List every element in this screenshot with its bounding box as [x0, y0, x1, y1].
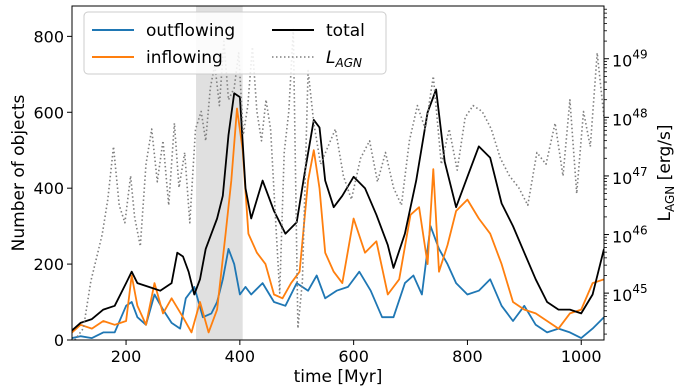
x-tick-label: 200	[111, 347, 142, 366]
x-axis-label: time [Myr]	[294, 367, 383, 387]
series-outflowing-line	[72, 225, 604, 340]
legend: outflowing inflowing total LAGN	[83, 11, 387, 75]
x-axis: 200 400 600 800 1000	[111, 340, 602, 366]
y-axis-left: 0 200 400 600 800	[33, 27, 72, 350]
series-total-line	[72, 88, 604, 332]
y-tick-label: 400	[33, 179, 64, 198]
series-layer	[72, 28, 604, 340]
series-l-agn-line	[74, 28, 604, 340]
plot-frame	[71, 5, 605, 341]
series-inflowing-line	[72, 107, 604, 334]
y-axis-label: Number of objects	[9, 94, 29, 251]
legend-label: outflowing	[146, 21, 235, 41]
x-tick-label: 800	[452, 347, 483, 366]
legend-label: inflowing	[146, 48, 223, 68]
y-tick-label: 0	[54, 331, 64, 350]
y-tick-label: 600	[33, 103, 64, 122]
x-tick-label: 600	[338, 347, 369, 366]
y-tick-label: 800	[33, 27, 64, 46]
y2-tick-label: 1045	[612, 282, 648, 305]
y2-tick-label: 1046	[612, 224, 648, 247]
y2-tick-label: 1049	[612, 48, 648, 71]
y-axis-right: 1045 1046 1047 1048 1049	[604, 8, 648, 335]
legend-label: total	[326, 21, 365, 41]
x-tick-label: 1000	[561, 347, 602, 366]
legend-box	[83, 11, 387, 75]
x-tick-label: 400	[225, 347, 256, 366]
y2-tick-label: 1047	[612, 165, 648, 188]
y2-axis-label: LAGN [erg/s]	[655, 125, 676, 222]
legend-label: LAGN	[326, 48, 362, 70]
y-tick-label: 200	[33, 255, 64, 274]
y2-tick-label: 1048	[612, 106, 648, 129]
